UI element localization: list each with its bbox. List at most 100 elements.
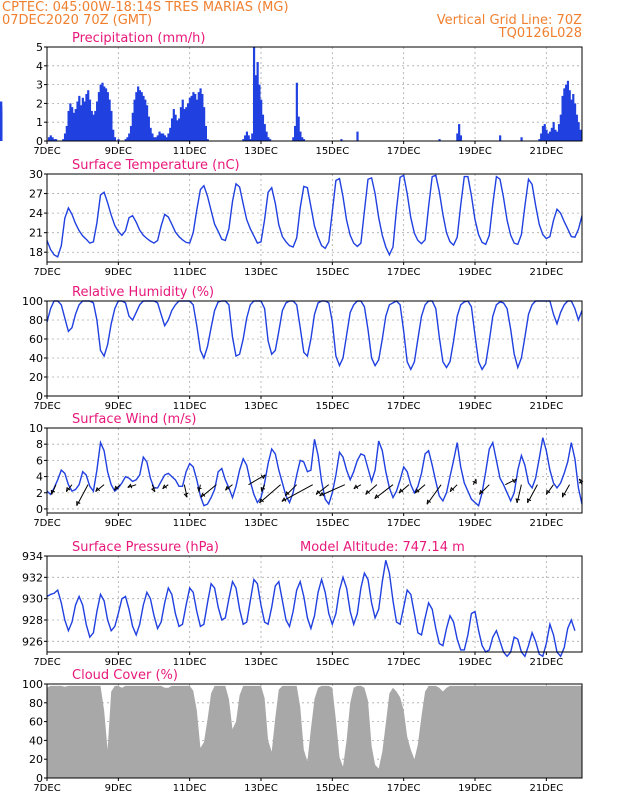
- wind-vector: [51, 484, 57, 495]
- y-tick-label: 10: [29, 422, 43, 435]
- precip-bar: [561, 95, 564, 141]
- wind-vector-head: [414, 488, 420, 494]
- precip-bar: [265, 131, 268, 141]
- wind-vector: [449, 484, 458, 493]
- precip-bar: [190, 95, 193, 141]
- y-tick-label: 0: [36, 503, 43, 516]
- precip-bar: [133, 99, 136, 141]
- panel-frame: [46, 427, 583, 514]
- x-tick-label: 9DEC: [105, 401, 132, 412]
- wind-vector: [353, 484, 362, 490]
- precipitation-panel: 0 1 2 3 4 5 7DEC 9DEC 11DEC 13DEC 15DEC 17DEC 19DEC 2…: [0, 31, 583, 157]
- precip-bar: [204, 125, 208, 141]
- precip-bar: [104, 88, 108, 141]
- x-tick-label: 21DEC: [529, 783, 563, 794]
- precip-bar: [552, 122, 555, 141]
- y-tick-label: 18: [29, 246, 43, 259]
- precip-bar: [549, 131, 552, 141]
- precip-bar: [566, 80, 570, 141]
- wind-vector: [225, 484, 233, 491]
- x-tick-label: 15DEC: [315, 657, 349, 668]
- precip-bar: [110, 110, 113, 141]
- precip-bar: [545, 129, 548, 141]
- precip-bar: [69, 103, 72, 141]
- precip-bar: [163, 135, 166, 141]
- wind-vector-head: [398, 488, 404, 494]
- precip-bar: [153, 137, 156, 141]
- wind-vector-head: [95, 486, 100, 492]
- precip-bar: [192, 92, 195, 141]
- precip-bar: [172, 109, 175, 141]
- wind-vector-head: [527, 498, 532, 503]
- precip-bar: [156, 135, 159, 141]
- x-tick-label: 7DEC: [33, 267, 60, 278]
- wind-vector: [479, 484, 490, 495]
- pressure-line: [46, 560, 576, 658]
- precip-bar: [124, 139, 127, 141]
- precip-bar: [559, 114, 562, 141]
- x-tick-label: 7DEC: [33, 518, 60, 529]
- precip-bar: [108, 99, 111, 141]
- x-tick-label: 13DEC: [244, 401, 278, 412]
- y-tick-label: 934: [22, 550, 43, 563]
- precip-bar: [260, 99, 263, 141]
- precip-bar: [258, 84, 261, 141]
- precip-bar: [117, 139, 120, 141]
- x-tick-label: 19DEC: [458, 401, 492, 412]
- precip-bar: [181, 99, 184, 141]
- precip-bar: [0, 124, 3, 141]
- wind-vector: [398, 484, 410, 494]
- precip-bar: [53, 139, 56, 141]
- y-tick-label: 0: [36, 135, 43, 148]
- wind-vector-head: [114, 485, 119, 491]
- panel-frame: [46, 173, 583, 263]
- wind-vector-head: [285, 491, 290, 497]
- model-altitude: Model Altitude: 747.14 m: [300, 540, 465, 555]
- y-tick-label: 100: [22, 678, 43, 691]
- precip-bar: [178, 118, 181, 141]
- x-tick-label: 17DEC: [387, 401, 421, 412]
- precip-bar: [292, 137, 295, 141]
- wind-vector: [365, 484, 378, 495]
- x-tick-label: 9DEC: [105, 146, 132, 157]
- precip-bar: [47, 137, 51, 141]
- precip-bar: [131, 112, 134, 141]
- wind-vector-head: [353, 484, 359, 490]
- wind-vector-head: [260, 474, 266, 480]
- x-tick-label: 17DEC: [387, 267, 421, 278]
- wind-vector-head: [315, 489, 321, 495]
- temperature-title: Surface Temperature (nC): [72, 158, 240, 173]
- wind-vector: [259, 484, 281, 504]
- precip-bar: [62, 139, 65, 141]
- wind-vector-head: [150, 487, 156, 493]
- y-tick-label: 40: [29, 734, 43, 747]
- precip-bar: [254, 75, 257, 141]
- precip-bar: [72, 112, 76, 141]
- precip-bar: [88, 99, 92, 141]
- precip-bar: [299, 131, 302, 141]
- x-tick-label: 13DEC: [244, 146, 278, 157]
- precip-bar: [144, 99, 147, 141]
- wind-panel: 0 2 4 6 8 10 7DEC 9DEC 11DEC 13DEC 15DEC 17DEC 19DEC…: [29, 412, 584, 529]
- precip-bar: [99, 84, 102, 141]
- precip-bar: [249, 139, 252, 141]
- precip-bar: [199, 88, 202, 141]
- x-tick-label: 9DEC: [105, 267, 132, 278]
- wind-vector: [414, 484, 426, 494]
- precip-bar: [459, 135, 463, 141]
- precip-bar: [112, 129, 115, 141]
- chart-header: CPTEC: 045:00W-18:14S TRES MARIAS (MG) 0…: [0, 0, 618, 44]
- x-tick-label: 19DEC: [458, 783, 492, 794]
- x-tick-label: 15DEC: [315, 267, 349, 278]
- x-tick-label: 15DEC: [315, 401, 349, 412]
- precipitation-title: Precipitation (mm/h): [72, 31, 205, 46]
- precip-bar: [65, 125, 68, 141]
- x-tick-label: 21DEC: [529, 401, 563, 412]
- y-tick-label: 0: [36, 390, 43, 403]
- run-date: 07DEC2020 70Z (GMT): [2, 13, 153, 28]
- wind-vector-head: [127, 483, 133, 489]
- precip-bar: [94, 110, 97, 141]
- precip-bar: [85, 94, 88, 141]
- precip-bar: [96, 101, 99, 141]
- y-tick-label: 2: [36, 487, 43, 500]
